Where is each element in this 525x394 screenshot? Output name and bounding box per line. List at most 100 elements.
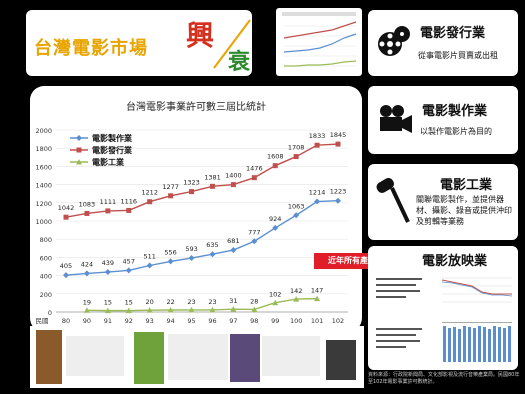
poster-strip (30, 326, 364, 388)
panel-distribution: 電影發行業 從事電影片買賣或出租 (368, 10, 518, 76)
data-label: 20 (146, 298, 154, 306)
page-title: 台灣電影市場 (34, 38, 148, 59)
data-label: 22 (166, 298, 174, 306)
panel-industry-title: 電影工業 (440, 178, 493, 193)
data-point (105, 208, 111, 214)
arrow-label: 近年所有產業發展 (328, 256, 392, 265)
legend-label: 電影發行業 (92, 145, 133, 155)
x-tick-label: 97 (229, 317, 237, 325)
data-label: 19 (83, 298, 91, 306)
panel-industry-desc: 關聯電影製作，並提供器材、攝影、錄音或提供沖印及剪輯等業務 (416, 195, 512, 226)
panel-exhibition: 電影放映業 (368, 246, 518, 370)
data-label: 556 (164, 248, 176, 256)
x-tick-label: 90 (83, 317, 91, 325)
data-point (293, 212, 300, 219)
data-point (314, 295, 321, 302)
x-tick-label: 92 (125, 317, 133, 325)
data-point (147, 199, 153, 205)
panel-industry: 電影工業 關聯電影製作，並提供器材、攝影、錄音或提供沖印及剪輯等業務 (368, 164, 518, 240)
data-label: 15 (104, 299, 112, 307)
data-point (230, 182, 236, 188)
data-label: 1608 (267, 153, 284, 161)
data-point (167, 306, 174, 313)
legend-marker (76, 135, 82, 141)
data-point (168, 193, 174, 199)
series-line-1 (65, 143, 339, 218)
data-label: 635 (206, 241, 218, 249)
poster-image (134, 332, 164, 384)
data-point (272, 224, 279, 231)
panel-production: 電影製作業 以製作電影片為目的 (368, 86, 518, 154)
panel-exhibition-title: 電影放映業 (422, 254, 488, 269)
data-label: 777 (248, 228, 260, 236)
data-point (189, 189, 195, 195)
data-label: 23 (187, 298, 195, 306)
data-point (104, 307, 111, 314)
data-point (146, 262, 153, 269)
data-label: 31 (229, 297, 237, 305)
data-point (251, 306, 258, 312)
data-label: 511 (143, 252, 155, 260)
legend-marker (76, 147, 82, 153)
data-label: 1381 (204, 173, 221, 181)
y-tick-label: 200 (40, 291, 52, 299)
series-line-0 (65, 200, 339, 276)
data-label: 1845 (330, 131, 347, 139)
y-tick-label: 1400 (35, 182, 52, 190)
data-point (188, 255, 195, 262)
data-point (314, 198, 321, 205)
panel-production-title: 電影製作業 (422, 104, 488, 119)
data-label: 681 (227, 237, 239, 245)
data-label: 1708 (288, 144, 305, 152)
data-point (251, 238, 258, 245)
data-label: 1212 (141, 189, 158, 197)
thumbnail-chart (276, 8, 362, 76)
data-label: 1277 (162, 183, 179, 191)
data-point (293, 154, 299, 160)
x-tick-label: 100 (290, 317, 302, 325)
data-point (146, 307, 153, 313)
x-tick-label: 102 (332, 317, 344, 325)
data-label: 424 (81, 260, 93, 268)
data-point (230, 306, 237, 312)
data-point (272, 299, 279, 306)
footnote: 資料來源：行政院新聞局、文化部影視及流行音樂產業局。民國80年至102年電影事業… (368, 372, 520, 385)
data-point (125, 267, 132, 274)
data-point (63, 214, 69, 220)
y-tick-label: 0 (48, 309, 52, 317)
data-point (293, 296, 300, 302)
boom-microphone-icon (376, 178, 410, 223)
legend-label: 電影製作業 (92, 133, 133, 143)
x-axis-prefix: 民國 (36, 317, 49, 325)
data-label: 405 (60, 262, 72, 270)
film-reel-icon (378, 26, 410, 56)
title-rise-glyph: 興 (186, 19, 215, 52)
title-slash-decoration (213, 19, 251, 69)
data-label: 1042 (58, 204, 75, 212)
main-chart: 台灣電影事業許可數三屆比統計 0 200 400 600 800 1000 1200 1400… (35, 100, 348, 325)
y-tick-label: 400 (40, 273, 52, 281)
data-point (335, 141, 341, 147)
title-fall-glyph: 衰 (228, 50, 251, 75)
data-label: 1083 (79, 200, 96, 208)
data-point (167, 258, 174, 265)
x-tick-label: 99 (271, 317, 279, 325)
y-tick-label: 2000 (35, 127, 52, 135)
legend-marker (76, 159, 82, 165)
x-tick-label: 80 (62, 317, 70, 325)
exhibition-mini-charts (376, 277, 513, 362)
data-point (314, 142, 320, 148)
series-line-2 (86, 297, 318, 312)
data-label: 1476 (246, 165, 263, 173)
data-point (209, 183, 215, 189)
data-label: 1323 (183, 179, 200, 187)
data-label: 102 (269, 291, 281, 299)
panel-production-desc: 以製作電影片為目的 (420, 127, 492, 136)
poster-caption-block (262, 336, 320, 376)
panel-distribution-title: 電影發行業 (420, 26, 486, 41)
chart-title: 台灣電影事業許可數三屆比統計 (126, 100, 266, 113)
data-point (335, 197, 341, 204)
poster-image (326, 340, 356, 380)
data-point (63, 272, 69, 279)
data-point (104, 269, 111, 276)
